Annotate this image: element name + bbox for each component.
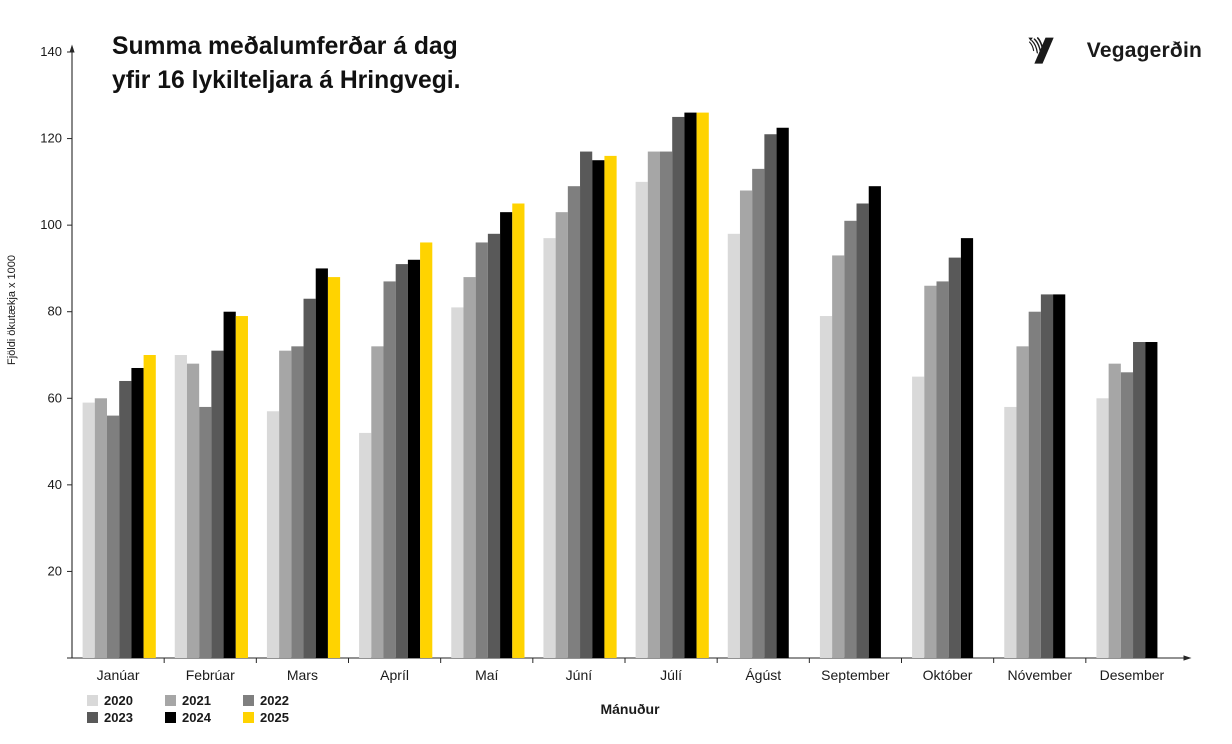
svg-text:Maí: Maí — [475, 667, 498, 683]
svg-text:Október: Október — [923, 667, 973, 683]
svg-text:Júlí: Júlí — [660, 667, 682, 683]
svg-text:Nóvember: Nóvember — [1007, 667, 1072, 683]
svg-text:20: 20 — [48, 563, 62, 578]
svg-text:80: 80 — [48, 304, 62, 319]
svg-text:September: September — [821, 667, 890, 683]
svg-text:Janúar: Janúar — [97, 667, 140, 683]
svg-text:Apríl: Apríl — [380, 667, 409, 683]
svg-text:Desember: Desember — [1100, 667, 1165, 683]
svg-text:100: 100 — [40, 217, 62, 232]
svg-text:Ágúst: Ágúst — [745, 667, 781, 683]
svg-text:140: 140 — [40, 44, 62, 59]
svg-text:Júní: Júní — [566, 667, 593, 683]
svg-text:60: 60 — [48, 390, 62, 405]
svg-text:40: 40 — [48, 477, 62, 492]
svg-text:Mars: Mars — [287, 667, 318, 683]
svg-text:Febrúar: Febrúar — [186, 667, 235, 683]
svg-text:120: 120 — [40, 131, 62, 146]
